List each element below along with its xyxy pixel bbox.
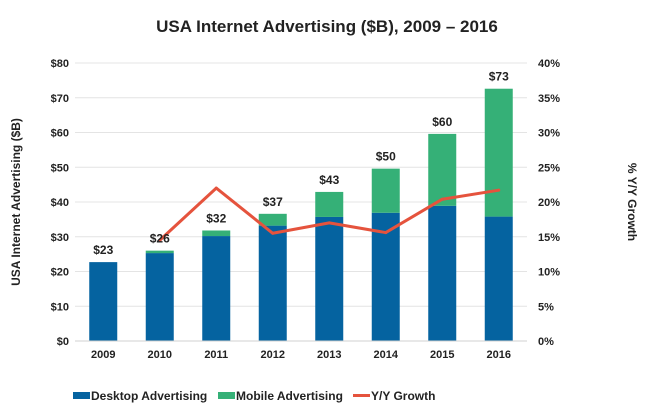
x-tick-label: 2014 [374, 349, 399, 361]
bar-mobile-2014 [371, 168, 400, 213]
y2-tick-label: 5% [538, 301, 554, 313]
bar-mobile-2015 [428, 133, 457, 206]
legend-label: Y/Y Growth [371, 389, 435, 403]
y2-tick-label: 20% [538, 197, 560, 209]
bar-mobile-2011 [202, 230, 231, 237]
x-tick-label: 2016 [487, 349, 511, 361]
bar-desktop-2016 [484, 216, 513, 341]
y2-axis-label: % Y/Y Growth [625, 163, 639, 241]
bar-desktop-2009 [89, 262, 118, 341]
y-tick-label: $70 [51, 93, 69, 105]
growth-point-2014 [384, 231, 388, 235]
bar-mobile-2012 [258, 213, 287, 226]
data-label-2011: $32 [206, 211, 226, 225]
legend-swatch-1 [218, 392, 235, 399]
legend-swatch-0 [73, 392, 90, 399]
y-tick-label: $60 [51, 128, 69, 140]
data-label-2010: $26 [150, 232, 170, 246]
x-tick-label: 2009 [91, 349, 115, 361]
y-tick-label: $50 [51, 162, 69, 174]
legend-label: Mobile Advertising [236, 389, 343, 403]
bar-desktop-2010 [145, 253, 174, 341]
data-label-2009: $23 [93, 243, 113, 257]
y2-tick-label: 40% [538, 58, 560, 70]
growth-point-2011 [214, 186, 218, 190]
data-label-2016: $73 [489, 70, 509, 84]
bar-mobile-2016 [484, 88, 513, 217]
x-tick-label: 2011 [204, 349, 228, 361]
x-tick-label: 2012 [261, 349, 285, 361]
y2-tick-label: 35% [538, 93, 560, 105]
bar-desktop-2013 [315, 216, 344, 341]
data-label-2013: $43 [319, 173, 339, 187]
bar-mobile-2013 [315, 191, 344, 217]
bar-mobile-2010 [145, 250, 174, 254]
growth-point-2016 [497, 188, 501, 192]
growth-point-2012 [271, 231, 275, 235]
x-tick-label: 2010 [148, 349, 172, 361]
growth-point-2010 [158, 238, 162, 242]
bar-desktop-2014 [371, 212, 400, 341]
data-label-2014: $50 [376, 150, 396, 164]
legend-label: Desktop Advertising [91, 389, 207, 403]
y-tick-label: $30 [51, 232, 69, 244]
y2-tick-label: 30% [538, 128, 560, 140]
y-tick-label: $40 [51, 197, 69, 209]
y2-tick-label: 25% [538, 162, 560, 174]
y-tick-label: $80 [51, 58, 69, 70]
y2-tick-label: 15% [538, 232, 560, 244]
legend-swatch-growth [353, 394, 370, 397]
data-label-2012: $37 [263, 195, 283, 209]
y-tick-label: $20 [51, 267, 69, 279]
growth-point-2015 [440, 197, 444, 201]
x-tick-label: 2015 [430, 349, 454, 361]
growth-point-2013 [327, 221, 331, 225]
x-tick-label: 2013 [317, 349, 341, 361]
data-label-2015: $60 [432, 115, 452, 129]
bar-desktop-2015 [428, 205, 457, 341]
y-tick-label: $0 [57, 336, 69, 348]
bar-desktop-2012 [258, 225, 287, 341]
y2-tick-label: 10% [538, 267, 560, 279]
y-axis-label: USA Internet Advertising ($B) [9, 118, 23, 286]
y2-tick-label: 0% [538, 336, 554, 348]
y-tick-label: $10 [51, 301, 69, 313]
chart-title: USA Internet Advertising ($B), 2009 – 20… [156, 17, 498, 36]
bar-desktop-2011 [202, 236, 231, 341]
